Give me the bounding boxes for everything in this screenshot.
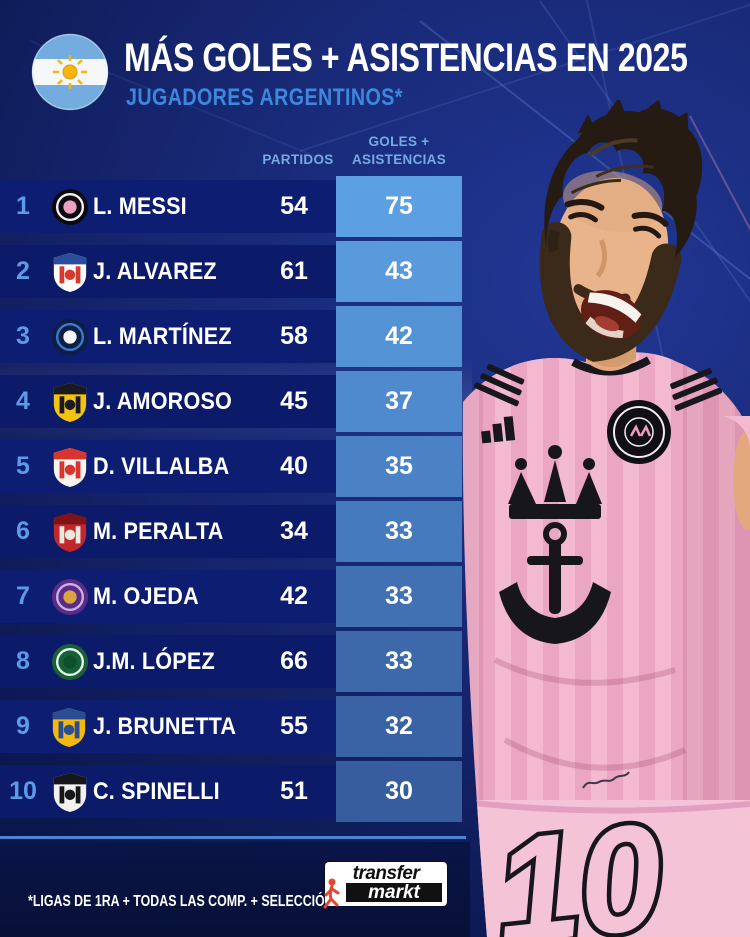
- partidos-value: 54: [280, 192, 308, 220]
- partidos-value: 40: [280, 452, 308, 480]
- column-header-goles-asistencias: GOLES + ASISTENCIAS: [336, 133, 462, 168]
- rank-number: 4: [16, 387, 30, 415]
- player-name: L. MARTÍNEZ: [93, 322, 232, 350]
- transfermarkt-logo-line1: transfer: [352, 863, 420, 884]
- goles-asistencias-cell: 37: [336, 371, 462, 432]
- page-subtitle: JUGADORES ARGENTINOS*: [126, 84, 403, 111]
- goles-asistencias-value: 33: [385, 517, 413, 545]
- club-badge-inter-milan-icon: [46, 318, 93, 356]
- inter-miami-crest: [607, 400, 671, 464]
- goles-asistencias-value: 32: [385, 712, 413, 740]
- partidos-value: 58: [280, 322, 308, 350]
- footnote: *LIGAS DE 1RA + TODAS LAS COMP. + SELECC…: [28, 893, 334, 910]
- goles-asistencias-value: 35: [385, 452, 413, 480]
- rank-number: 3: [16, 322, 30, 350]
- player-name: M. OJEDA: [93, 582, 199, 610]
- club-badge-palmeiras-icon: [46, 643, 93, 681]
- rank-number: 7: [16, 582, 30, 610]
- goles-asistencias-cell: 32: [336, 696, 462, 757]
- club-badge-borneo-fc-icon: [46, 511, 93, 553]
- rank-number: 5: [16, 452, 30, 480]
- partidos-value: 61: [280, 257, 308, 285]
- partidos-value: 45: [280, 387, 308, 415]
- club-badge-tigres-uanl-icon: [46, 706, 93, 748]
- table-row: 4 J. AMOROSO 45 37: [0, 371, 462, 432]
- goles-asistencias-value: 75: [385, 192, 413, 220]
- crown-anchor-logo: [499, 445, 611, 644]
- table-row: 1 L. MESSI 54 75: [0, 176, 462, 237]
- page-title: MÁS GOLES + ASISTENCIAS EN 2025: [124, 36, 688, 80]
- goles-asistencias-cell: 30: [336, 761, 462, 822]
- table-row: 9 J. BRUNETTA 55 32: [0, 696, 462, 757]
- table-row: 7 M. OJEDA 42 33: [0, 566, 462, 627]
- goles-asistencias-cell: 33: [336, 631, 462, 692]
- transfermarkt-logo-line2: markt: [346, 883, 442, 902]
- table-row: 10 C. SPINELLI 51 30: [0, 761, 462, 822]
- column-header-partidos: PARTIDOS: [262, 152, 334, 167]
- player-name: D. VILLALBA: [93, 452, 230, 480]
- partidos-value: 51: [280, 777, 308, 805]
- club-badge-red-white-shield-icon: [46, 446, 93, 488]
- table-row: 2 J. ALVAREZ 61 43: [0, 241, 462, 302]
- player-name: J. AMOROSO: [93, 387, 233, 415]
- rank-number: 2: [16, 257, 30, 285]
- goles-asistencias-cell: 43: [336, 241, 462, 302]
- goles-asistencias-value: 43: [385, 257, 413, 285]
- transfermarkt-logo: transfer markt: [323, 862, 447, 909]
- adidas-logo: [481, 416, 516, 444]
- goles-asistencias-value: 33: [385, 582, 413, 610]
- column-header-goles-line2: ASISTENCIAS: [351, 151, 447, 167]
- messi-photo-illustration: 10: [462, 100, 750, 937]
- goles-asistencias-value: 37: [385, 387, 413, 415]
- club-badge-independiente-del-valle-icon: [46, 771, 93, 813]
- player-name: J.M. LÓPEZ: [93, 647, 215, 675]
- goles-asistencias-value: 33: [385, 647, 413, 675]
- table-bottom-separator: [0, 836, 466, 839]
- rank-number: 1: [16, 192, 30, 220]
- rank-number: 6: [16, 517, 30, 545]
- transfermarkt-logo-box: transfer markt: [325, 862, 447, 906]
- partidos-value: 42: [280, 582, 308, 610]
- goles-asistencias-cell: 33: [336, 566, 462, 627]
- column-header-goles-line1: GOLES +: [368, 134, 430, 149]
- transfermarkt-player-icon: [323, 878, 340, 909]
- goles-asistencias-cell: 35: [336, 436, 462, 497]
- table-row: 5 D. VILLALBA 40 35: [0, 436, 462, 497]
- player-name: M. PERALTA: [93, 517, 224, 545]
- player-name: L. MESSI: [93, 192, 187, 220]
- club-badge-inter-miami-icon: [46, 188, 93, 226]
- goles-asistencias-cell: 33: [336, 501, 462, 562]
- club-badge-orlando-city-icon: [46, 578, 93, 616]
- player-name: J. ALVAREZ: [93, 257, 217, 285]
- goles-asistencias-cell: 75: [336, 176, 462, 237]
- rank-number: 10: [9, 777, 37, 805]
- table-row: 6 M. PERALTA 34 33: [0, 501, 462, 562]
- club-badge-the-strongest-icon: [46, 381, 93, 423]
- goles-asistencias-value: 42: [385, 322, 413, 350]
- goles-asistencias-cell: 42: [336, 306, 462, 367]
- partidos-value: 34: [280, 517, 308, 545]
- partidos-value: 55: [280, 712, 308, 740]
- argentina-flag-icon: [31, 33, 109, 111]
- partidos-value: 66: [280, 647, 308, 675]
- ranking-table: 1 L. MESSI 54 75 2 J. ALVAREZ 61 43: [0, 176, 462, 840]
- table-row: 3 L. MARTÍNEZ 58 42: [0, 306, 462, 367]
- club-badge-atletico-madrid-icon: [46, 251, 93, 293]
- rank-number: 9: [16, 712, 30, 740]
- table-row: 8 J.M. LÓPEZ 66 33: [0, 631, 462, 692]
- player-name: J. BRUNETTA: [92, 712, 237, 740]
- player-name: C. SPINELLI: [93, 777, 220, 805]
- rank-number: 8: [16, 647, 30, 675]
- svg-text:10: 10: [487, 791, 671, 937]
- goles-asistencias-value: 30: [385, 777, 413, 805]
